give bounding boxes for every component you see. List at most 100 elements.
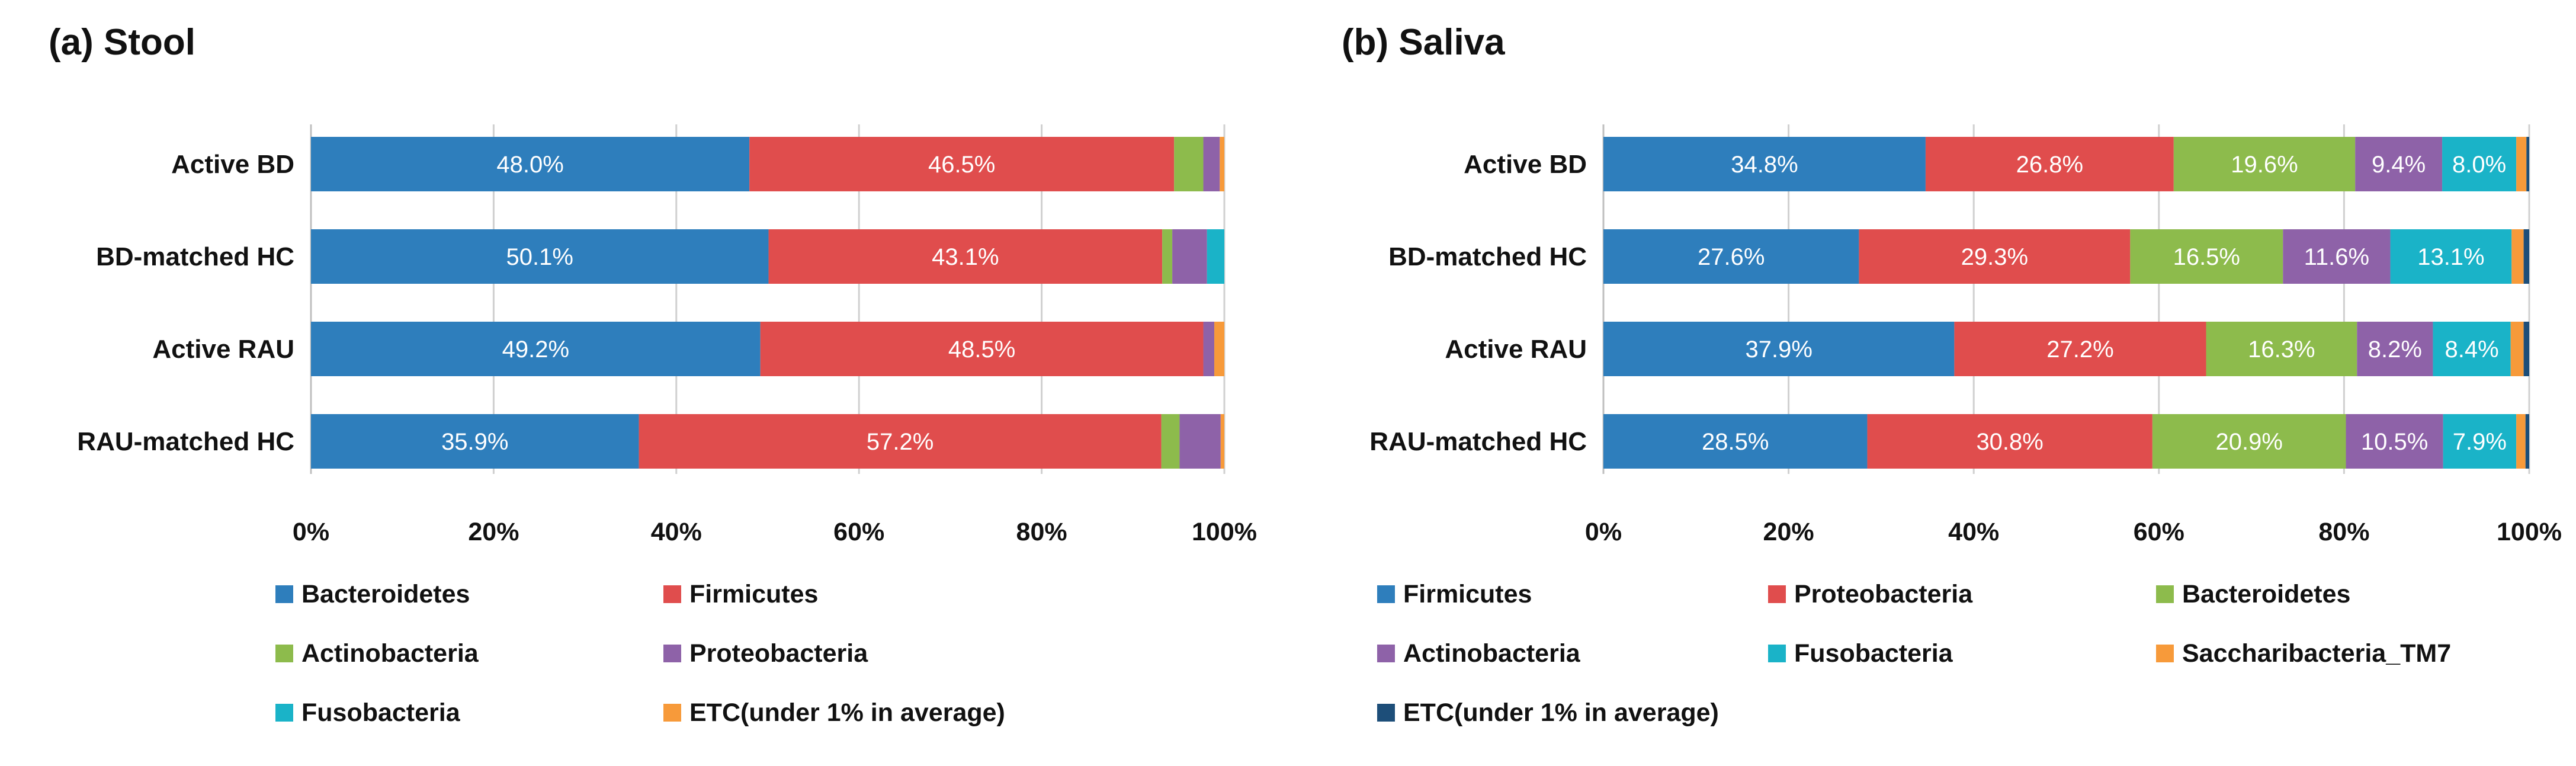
legend-swatch — [275, 645, 293, 662]
bar-segment — [1603, 137, 1926, 191]
category-label: RAU-matched HC — [1369, 427, 1587, 456]
bar-segment — [1203, 322, 1215, 376]
bar-segment — [760, 322, 1204, 376]
data-label: 57.2% — [867, 429, 933, 455]
bar-segment — [2152, 414, 2346, 469]
legend-label: Firmicutes — [689, 580, 818, 608]
x-tick-label: 80% — [1016, 518, 1067, 546]
bar-segment — [2516, 414, 2526, 469]
bar-segment — [2130, 229, 2283, 284]
bar-segment — [1161, 414, 1180, 469]
data-label: 48.5% — [948, 336, 1015, 363]
legend-swatch — [2156, 645, 2174, 662]
legend-label: Fusobacteria — [301, 698, 461, 727]
legend-label: Proteobacteria — [689, 639, 868, 668]
bar-segment — [1220, 137, 1224, 191]
chart-panel-saliva: (b) Saliva 0% 20% 40% 60% 80% 100% Active BD 34.… — [1342, 22, 2562, 727]
x-tick-label: 0% — [293, 518, 329, 546]
data-label: 26.8% — [2016, 152, 2083, 178]
bar-segment — [2511, 229, 2524, 284]
category-label: Active RAU — [152, 335, 294, 364]
bar-segment — [1203, 137, 1220, 191]
bar-segment — [311, 229, 769, 284]
bar-segment — [1207, 229, 1224, 284]
category-label: BD-matched HC — [1388, 242, 1587, 271]
category-label: RAU-matched HC — [77, 427, 294, 456]
bar-segment — [1603, 322, 1955, 376]
bar-segment — [2283, 229, 2391, 284]
legend-label: Bacteroidetes — [301, 580, 470, 608]
bar-segment — [2433, 322, 2511, 376]
data-label: 27.6% — [1698, 244, 1765, 270]
bar-segment — [768, 229, 1163, 284]
legend-swatch — [2156, 585, 2174, 603]
category-label: BD-matched HC — [96, 242, 294, 271]
bar-segment — [1603, 229, 1859, 284]
legend-swatch — [275, 704, 293, 722]
data-label: 13.1% — [2417, 244, 2484, 270]
data-label: 11.6% — [2304, 244, 2369, 270]
legend-swatch — [1377, 645, 1395, 662]
legend-label: Fusobacteria — [1794, 639, 1953, 668]
bar-segment — [2173, 137, 2356, 191]
bar-segment — [2355, 137, 2443, 191]
data-label: 30.8% — [1976, 429, 2043, 455]
data-label: 46.5% — [928, 152, 995, 178]
x-tick-label: 60% — [833, 518, 884, 546]
legend-swatch — [663, 645, 681, 662]
x-tick-label: 100% — [1192, 518, 1257, 546]
legend-label: Firmicutes — [1403, 580, 1532, 608]
data-label: 8.4% — [2445, 336, 2499, 363]
data-label: 8.2% — [2368, 336, 2422, 363]
data-label: 34.8% — [1731, 152, 1798, 178]
bar-segment — [1220, 414, 1224, 469]
category-label: Active RAU — [1445, 335, 1587, 364]
bar-segment — [311, 322, 761, 376]
chart-title: (a) Stool — [49, 22, 195, 63]
chart-panel-stool: (a) Stool 0% 20% 40% 60% 80% 100% Active BD 48.0… — [49, 22, 1257, 727]
bar-segment — [2510, 322, 2524, 376]
bar-segment — [1214, 322, 1224, 376]
bar-segment — [749, 137, 1175, 191]
x-tick-label: 100% — [2497, 518, 2562, 546]
legend-swatch — [663, 585, 681, 603]
data-label: 35.9% — [441, 429, 508, 455]
bar-segment — [1174, 137, 1204, 191]
bar-segment — [2523, 322, 2529, 376]
bar-segment — [2357, 322, 2433, 376]
x-tick-label: 0% — [1585, 518, 1622, 546]
bar-segment — [1172, 229, 1207, 284]
bar-segment — [311, 414, 639, 469]
bar-segment — [1859, 229, 2131, 284]
bar-segment — [2525, 414, 2529, 469]
legend-label: ETC(under 1% in average) — [689, 698, 1005, 727]
legend-label: Proteobacteria — [1794, 580, 1973, 608]
x-tick-label: 20% — [468, 518, 519, 546]
x-tick-label: 80% — [2318, 518, 2369, 546]
data-label: 9.4% — [2372, 152, 2426, 178]
legend-swatch — [1377, 704, 1395, 722]
legend-swatch — [1768, 645, 1786, 662]
data-label: 8.0% — [2452, 152, 2506, 178]
bar-segment — [1603, 414, 1868, 469]
legend-label: Saccharibacteria_TM7 — [2182, 639, 2451, 668]
bar-segment — [2526, 137, 2529, 191]
category-label: Active BD — [1464, 150, 1587, 179]
data-label: 20.9% — [2215, 429, 2282, 455]
data-label: 48.0% — [496, 152, 563, 178]
data-label: 10.5% — [2361, 429, 2428, 455]
legend-swatch — [1377, 585, 1395, 603]
bar-segment — [1925, 137, 2174, 191]
data-label: 27.2% — [2046, 336, 2113, 363]
bar-segment — [2516, 137, 2527, 191]
data-label: 16.5% — [2173, 244, 2240, 270]
data-label: 29.3% — [1961, 244, 2028, 270]
data-label: 19.6% — [2231, 152, 2298, 178]
data-label: 28.5% — [1702, 429, 1769, 455]
data-label: 43.1% — [932, 244, 999, 270]
data-label: 16.3% — [2248, 336, 2315, 363]
bar-segment — [2443, 414, 2517, 469]
category-label: Active BD — [171, 150, 294, 179]
x-tick-label: 60% — [2134, 518, 2184, 546]
